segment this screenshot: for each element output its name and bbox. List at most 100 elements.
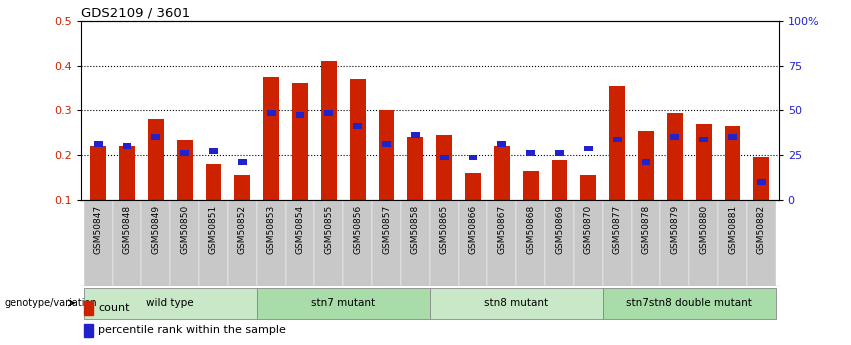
Bar [660, 200, 689, 286]
Bar [494, 146, 510, 200]
Bar [372, 200, 401, 286]
Bar [263, 77, 279, 200]
Bar [689, 200, 718, 286]
Bar [199, 200, 228, 286]
Bar [379, 110, 394, 200]
Text: GSM50865: GSM50865 [440, 204, 448, 254]
Bar [584, 146, 592, 151]
Bar [350, 79, 366, 200]
Bar [551, 160, 568, 200]
Bar [580, 175, 597, 200]
Text: GSM50851: GSM50851 [209, 204, 218, 254]
Text: GSM50866: GSM50866 [469, 204, 477, 254]
Bar [119, 146, 135, 200]
Text: GSM50858: GSM50858 [411, 204, 420, 254]
Bar [437, 135, 452, 200]
Bar [700, 137, 708, 142]
Text: GSM50855: GSM50855 [324, 204, 334, 254]
Text: GSM50847: GSM50847 [94, 204, 103, 254]
Bar [234, 175, 250, 200]
Bar [638, 131, 654, 200]
Bar [430, 200, 459, 286]
Text: GSM50877: GSM50877 [613, 204, 622, 254]
Bar [401, 200, 430, 286]
Text: GSM50850: GSM50850 [180, 204, 189, 254]
Bar [141, 200, 170, 286]
Bar [757, 179, 766, 185]
Bar [440, 155, 448, 160]
Bar [321, 61, 337, 200]
Text: wild type: wild type [146, 298, 194, 308]
Bar [324, 110, 334, 116]
Text: stn7stn8 double mutant: stn7stn8 double mutant [626, 298, 752, 308]
Bar [83, 200, 112, 286]
Bar [671, 135, 679, 140]
Bar [90, 146, 106, 200]
Bar [177, 139, 192, 200]
Text: GSM50869: GSM50869 [555, 204, 564, 254]
Bar [170, 200, 199, 286]
Bar [545, 200, 574, 286]
Bar [498, 141, 506, 147]
Bar [724, 126, 740, 200]
Bar [84, 301, 93, 315]
Text: percentile rank within the sample: percentile rank within the sample [98, 325, 286, 335]
Text: GSM50852: GSM50852 [237, 204, 247, 254]
Bar [411, 132, 420, 138]
Bar [286, 200, 314, 286]
Bar [642, 159, 650, 165]
Bar [459, 200, 488, 286]
Bar [488, 200, 517, 286]
Bar [469, 155, 477, 160]
Bar [180, 150, 189, 156]
Text: GSM50857: GSM50857 [382, 204, 391, 254]
Text: GSM50878: GSM50878 [642, 204, 650, 254]
Bar [292, 83, 308, 200]
Bar [123, 144, 131, 149]
Bar [613, 137, 621, 142]
Text: GSM50870: GSM50870 [584, 204, 593, 254]
Bar [574, 200, 603, 286]
Bar [408, 137, 423, 200]
Bar [753, 157, 769, 200]
Bar [667, 113, 683, 200]
Bar [267, 110, 276, 116]
Text: GSM50879: GSM50879 [671, 204, 679, 254]
Bar [728, 135, 737, 140]
Bar [555, 150, 564, 156]
Bar [526, 150, 535, 156]
Bar [609, 86, 625, 200]
Bar [238, 159, 247, 165]
Text: genotype/variation: genotype/variation [4, 298, 97, 308]
Bar [257, 288, 430, 319]
Bar [148, 119, 163, 200]
Bar [151, 135, 160, 140]
Text: GSM50848: GSM50848 [123, 204, 132, 254]
Bar [206, 164, 221, 200]
Bar [353, 123, 362, 129]
Bar [382, 141, 391, 147]
Bar [696, 124, 711, 200]
Text: GDS2109 / 3601: GDS2109 / 3601 [81, 7, 190, 20]
Bar [718, 200, 747, 286]
Bar [343, 200, 372, 286]
Text: GSM50867: GSM50867 [497, 204, 506, 254]
Bar [257, 200, 286, 286]
Text: count: count [98, 303, 130, 313]
Text: GSM50853: GSM50853 [266, 204, 276, 254]
Bar [523, 171, 539, 200]
Text: stn7 mutant: stn7 mutant [311, 298, 375, 308]
Bar [430, 288, 603, 319]
Bar [209, 148, 218, 154]
Bar [631, 200, 660, 286]
Bar [228, 200, 257, 286]
Bar [747, 200, 776, 286]
Bar [603, 288, 776, 319]
Text: GSM50868: GSM50868 [526, 204, 535, 254]
Text: stn8 mutant: stn8 mutant [484, 298, 548, 308]
Bar [84, 324, 93, 337]
Bar [603, 200, 631, 286]
Text: GSM50882: GSM50882 [757, 204, 766, 254]
Bar [314, 200, 343, 286]
Text: GSM50881: GSM50881 [728, 204, 737, 254]
